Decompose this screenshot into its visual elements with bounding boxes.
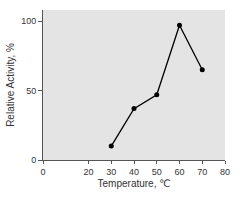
svg-text:20: 20	[83, 167, 93, 177]
svg-text:80: 80	[220, 167, 230, 177]
svg-text:70: 70	[197, 167, 207, 177]
svg-text:Temperature, ℃: Temperature, ℃	[98, 178, 171, 189]
svg-text:30: 30	[106, 167, 116, 177]
svg-text:50: 50	[152, 167, 162, 177]
svg-text:Relative Activity, %: Relative Activity, %	[5, 43, 16, 127]
svg-text:40: 40	[129, 167, 139, 177]
svg-text:50: 50	[26, 86, 36, 96]
svg-text:0: 0	[31, 155, 36, 165]
svg-text:0: 0	[40, 167, 45, 177]
svg-text:100: 100	[21, 16, 36, 26]
svg-text:60: 60	[174, 167, 184, 177]
